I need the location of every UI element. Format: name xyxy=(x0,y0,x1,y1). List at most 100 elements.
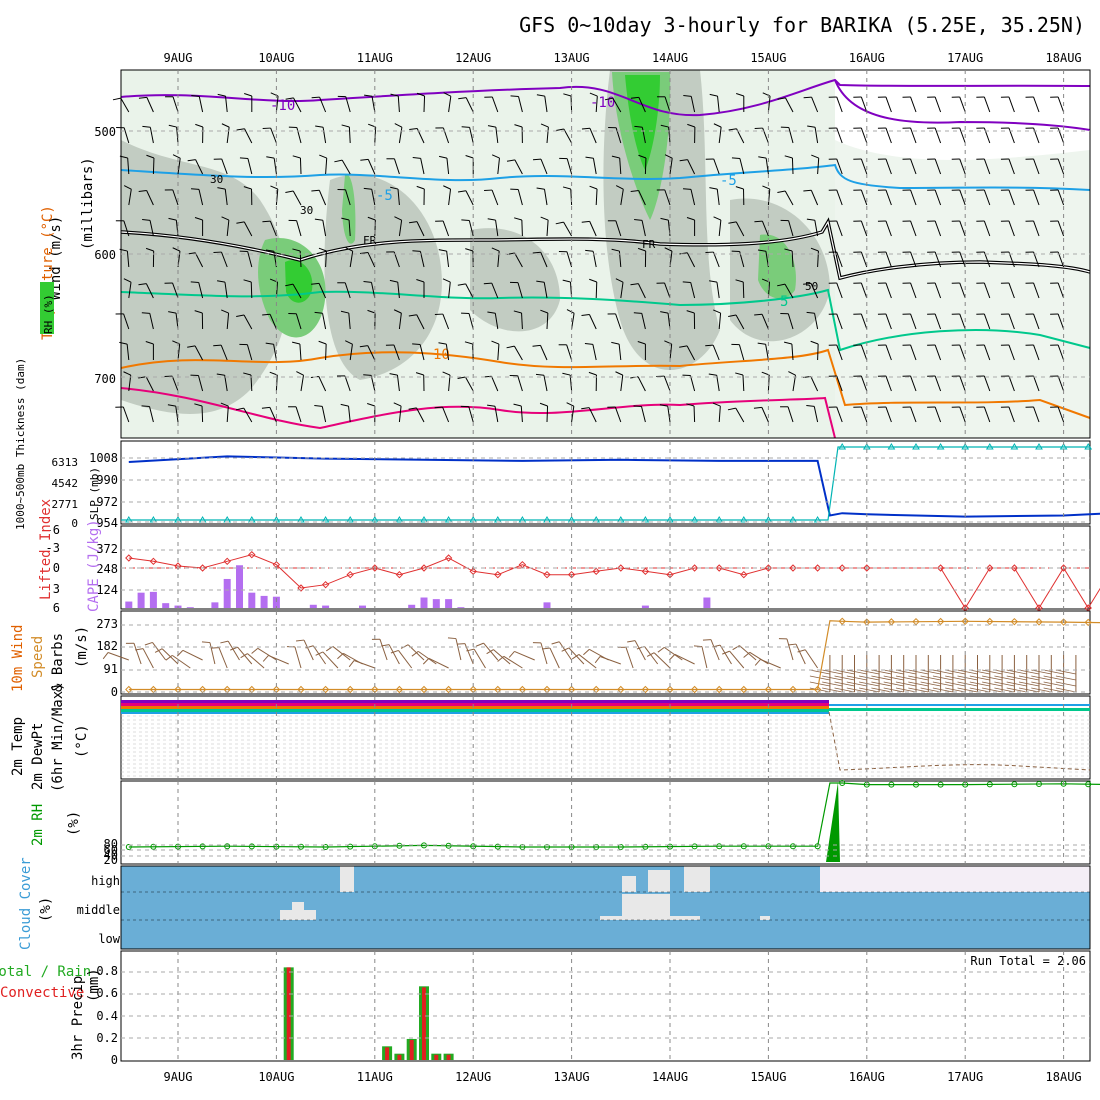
upper-wind-barb xyxy=(266,156,275,159)
thickness-marker xyxy=(346,516,355,523)
upper-wind-barb xyxy=(728,221,737,224)
marker xyxy=(913,781,919,788)
upper-wind-barb xyxy=(491,340,500,345)
upper-wind-barb xyxy=(1033,158,1040,175)
y-tick-label: 2771 xyxy=(52,498,79,511)
y-tick-label: 0 xyxy=(111,685,118,699)
upper-wind-barb xyxy=(810,340,819,345)
upper-wind-barb xyxy=(784,283,794,299)
upper-wind-barb xyxy=(443,185,451,190)
marker xyxy=(690,685,699,694)
upper-wind-barb xyxy=(959,220,966,237)
upper-wind-barb xyxy=(171,375,179,392)
contour-label: FR xyxy=(363,234,377,247)
upper-wind-barb xyxy=(142,125,151,128)
upper-wind-barb xyxy=(448,96,452,113)
upper-wind-barb xyxy=(416,314,425,330)
upper-wind-barb xyxy=(663,375,671,392)
contour-label: 50 xyxy=(805,280,818,293)
li-marker xyxy=(813,564,822,572)
cape-bar xyxy=(125,601,133,608)
upper-wind-barb xyxy=(491,376,499,392)
upper-wind-barb xyxy=(389,373,398,376)
y-tick-label: 91 xyxy=(104,662,118,676)
upper-wind-barb xyxy=(1033,96,1040,113)
upper-wind-barb xyxy=(885,406,892,423)
upper-wind-barb xyxy=(363,187,372,190)
vertical-grid xyxy=(121,70,1090,1061)
upper-wind-barb xyxy=(221,309,229,314)
upper-wind-barb xyxy=(348,313,351,330)
cloud-ylabel: Cloud Cover xyxy=(18,857,34,950)
upper-wind-barb xyxy=(668,127,671,144)
upper-wind-barb xyxy=(494,313,499,330)
upper-wind-barb xyxy=(910,375,917,392)
wind-barb xyxy=(994,675,1015,681)
upper-wind-barb xyxy=(836,344,843,361)
upper-wind-barb xyxy=(630,190,639,192)
thickness-marker xyxy=(838,443,847,450)
wind-barbs-upper xyxy=(112,92,1065,423)
upper-wind-barb xyxy=(465,97,474,113)
wind-barb xyxy=(201,641,210,644)
upper-wind-barb xyxy=(885,375,892,392)
wind-barb xyxy=(859,669,880,675)
upper-wind-barb xyxy=(220,402,229,407)
upper-wind-barb xyxy=(791,250,794,268)
svg-text:Wind (m/s): Wind (m/s) xyxy=(48,216,64,300)
upper-wind-barb xyxy=(321,406,327,423)
upper-wind-barb xyxy=(247,251,253,268)
marker xyxy=(298,843,304,850)
thickness-marker xyxy=(936,443,945,450)
marker xyxy=(888,781,895,788)
upper-wind-barb xyxy=(836,251,843,268)
marker xyxy=(396,842,403,849)
upper-wind-barb xyxy=(367,309,376,314)
upper-wind-barb xyxy=(806,311,815,314)
upper-wind-barb xyxy=(690,189,696,206)
temp-line-minus10-a xyxy=(120,78,1091,117)
wind-barb xyxy=(710,639,720,661)
upper-wind-barb xyxy=(1057,220,1065,237)
marker xyxy=(1085,781,1092,788)
wind-barb xyxy=(908,687,929,693)
upper-wind-barb xyxy=(686,310,695,314)
thickness-marker xyxy=(1035,443,1043,450)
upper-wind-barb xyxy=(934,406,942,423)
upper-wind-barb xyxy=(341,124,350,128)
cloud-level-label: high xyxy=(91,874,120,888)
upper-wind-barb xyxy=(397,282,400,299)
upper-wind-barb xyxy=(1033,282,1040,299)
wind-barb xyxy=(315,651,324,656)
wind-barb xyxy=(508,651,515,658)
marker xyxy=(445,842,452,849)
upper-wind-barb xyxy=(145,247,154,252)
y-tick-label: 0 xyxy=(111,1053,118,1067)
upper-wind-barb xyxy=(126,251,130,268)
marker xyxy=(715,685,723,694)
upper-wind-barb xyxy=(540,252,548,268)
upper-wind-barb xyxy=(419,344,425,361)
upper-wind-barb xyxy=(860,220,868,237)
upper-wind-barb xyxy=(595,281,598,299)
wind-barb xyxy=(957,687,978,693)
wind-barb xyxy=(627,640,636,643)
upper-wind-barb xyxy=(198,189,204,206)
upper-wind-barb xyxy=(728,128,737,131)
upper-wind-barb xyxy=(464,341,473,345)
upper-wind-barb xyxy=(562,372,571,376)
wind-barb xyxy=(133,643,142,665)
upper-wind-barb xyxy=(585,156,594,159)
marker xyxy=(1011,781,1018,788)
upper-wind-barb xyxy=(224,375,228,392)
upper-wind-barb xyxy=(637,376,646,392)
upper-wind-barb xyxy=(360,252,369,254)
upper-wind-barb xyxy=(318,283,327,299)
upper-wind-barb xyxy=(389,279,398,283)
upper-wind-barb xyxy=(1008,96,1015,113)
precip-bar-convective xyxy=(422,987,426,1060)
upper-wind-barb xyxy=(803,282,812,285)
upper-wind-barb xyxy=(442,313,450,330)
precip-ylabel-units: (mm) xyxy=(86,968,102,1002)
upper-wind-barb xyxy=(1057,313,1065,330)
